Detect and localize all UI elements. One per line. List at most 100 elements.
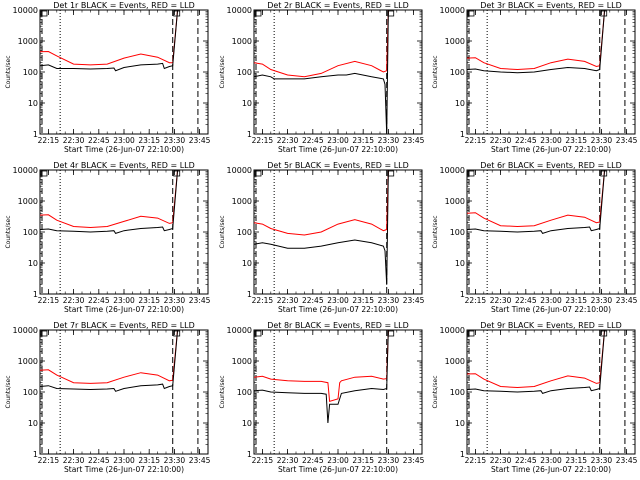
x-tick-label: 22:30 <box>277 456 299 465</box>
saa-marker <box>600 330 608 337</box>
lld-series-line <box>467 170 606 228</box>
y-tick-label: 10 <box>28 99 38 108</box>
plot-frame <box>39 329 209 455</box>
x-tick-label: 22:15 <box>465 296 487 305</box>
chart-panel-1: Det 1r BLACK = Events, RED = LLD Counts/s… <box>5 1 211 154</box>
plot-frame <box>39 9 209 135</box>
chart-panel-2: Det 2r BLACK = Events, RED = LLD Counts/s… <box>219 1 425 154</box>
chart-panel-6: Det 6r BLACK = Events, RED = LLD Counts/s… <box>432 161 638 314</box>
events-series-line <box>467 170 606 234</box>
x-tick-label: 23:15 <box>138 296 160 305</box>
x-tick-label: 23:45 <box>403 136 425 145</box>
x-tick-label: 22:45 <box>515 296 537 305</box>
x-tick-label: 23:00 <box>540 456 562 465</box>
x-tick-label: 23:45 <box>189 456 211 465</box>
events-series-line <box>40 10 179 72</box>
corner-marker <box>467 330 475 337</box>
x-tick-label: 23:30 <box>378 296 400 305</box>
corner-marker <box>254 10 262 17</box>
x-axis-label: Start Time (26-Jun-07 22:10:00) <box>491 465 611 474</box>
chart-title: Det 9r BLACK = Events, RED = LLD <box>480 321 622 330</box>
x-tick-label: 23:15 <box>565 136 587 145</box>
y-axis-label: Counts/sec <box>219 215 226 248</box>
events-series-line <box>254 330 389 424</box>
y-tick-label: 10 <box>455 419 465 428</box>
x-tick-label: 23:15 <box>352 136 374 145</box>
chart-title: Det 6r BLACK = Events, RED = LLD <box>480 161 622 170</box>
x-tick-label: 23:00 <box>540 136 562 145</box>
saa-marker <box>173 10 181 17</box>
plot-frame <box>466 329 636 455</box>
y-tick-label: 1000 <box>18 357 38 366</box>
saa-marker <box>387 10 395 17</box>
y-tick-label: 1 <box>460 450 465 459</box>
x-tick-label: 22:30 <box>277 136 299 145</box>
x-tick-label: 22:30 <box>490 296 512 305</box>
lld-series-line <box>40 10 179 66</box>
x-tick-label: 22:45 <box>302 136 324 145</box>
x-tick-label: 23:00 <box>113 456 135 465</box>
plot-frame <box>466 9 636 135</box>
y-tick-label: 100 <box>450 228 465 237</box>
chart-title: Det 8r BLACK = Events, RED = LLD <box>267 321 409 330</box>
series-group <box>40 330 179 392</box>
series-group <box>254 330 389 424</box>
series-group <box>467 330 606 394</box>
chart-title: Det 7r BLACK = Events, RED = LLD <box>53 321 195 330</box>
events-series-line <box>40 330 179 392</box>
y-tick-label: 1 <box>247 130 252 139</box>
chart-panel-7: Det 7r BLACK = Events, RED = LLD Counts/s… <box>5 321 211 474</box>
x-tick-label: 23:15 <box>565 456 587 465</box>
y-tick-label: 10000 <box>227 326 252 335</box>
x-tick-label: 22:30 <box>490 136 512 145</box>
saa-marker <box>600 10 608 17</box>
saa-marker <box>387 170 395 177</box>
x-tick-label: 22:45 <box>88 456 110 465</box>
x-tick-label: 23:30 <box>164 136 186 145</box>
x-tick-label: 22:15 <box>252 296 274 305</box>
x-tick-label: 23:30 <box>164 296 186 305</box>
series-group <box>254 10 389 134</box>
plot-frame <box>253 169 423 295</box>
corner-marker <box>254 330 262 337</box>
y-tick-label: 1 <box>247 290 252 299</box>
lld-series-line <box>467 10 606 71</box>
x-tick-label: 22:45 <box>515 456 537 465</box>
y-tick-label: 1000 <box>445 197 465 206</box>
x-axis-label: Start Time (26-Jun-07 22:10:00) <box>491 305 611 314</box>
y-tick-label: 10 <box>28 259 38 268</box>
chart-panel-4: Det 4r BLACK = Events, RED = LLD Counts/s… <box>5 161 211 314</box>
x-tick-label: 23:15 <box>352 296 374 305</box>
x-tick-label: 23:30 <box>378 136 400 145</box>
y-tick-label: 10000 <box>440 326 465 335</box>
x-tick-label: 23:00 <box>327 136 349 145</box>
saa-marker <box>387 330 395 337</box>
chart-title: Det 2r BLACK = Events, RED = LLD <box>267 1 409 10</box>
x-tick-label: 23:30 <box>591 296 613 305</box>
x-tick-label: 22:15 <box>465 456 487 465</box>
saa-marker <box>173 330 181 337</box>
x-tick-label: 22:15 <box>38 136 60 145</box>
x-tick-label: 23:30 <box>591 456 613 465</box>
x-tick-label: 22:15 <box>252 136 274 145</box>
x-tick-label: 22:45 <box>302 456 324 465</box>
y-tick-label: 1 <box>33 450 38 459</box>
lld-series-line <box>40 330 179 384</box>
y-tick-label: 10 <box>242 99 252 108</box>
x-tick-label: 22:45 <box>88 296 110 305</box>
x-tick-label: 23:45 <box>616 296 638 305</box>
x-axis-label: Start Time (26-Jun-07 22:10:00) <box>64 145 184 154</box>
y-axis-label: Counts/sec <box>432 55 439 88</box>
x-tick-label: 23:30 <box>164 456 186 465</box>
y-tick-label: 100 <box>237 68 252 77</box>
y-tick-label: 10 <box>455 99 465 108</box>
y-tick-label: 10000 <box>227 166 252 175</box>
y-tick-label: 1000 <box>445 357 465 366</box>
x-tick-label: 23:15 <box>138 136 160 145</box>
y-tick-label: 10000 <box>13 166 38 175</box>
lld-series-line <box>254 330 389 402</box>
events-series-line <box>467 10 606 74</box>
chart-title: Det 5r BLACK = Events, RED = LLD <box>267 161 409 170</box>
y-tick-label: 10 <box>242 259 252 268</box>
x-tick-label: 23:15 <box>565 296 587 305</box>
